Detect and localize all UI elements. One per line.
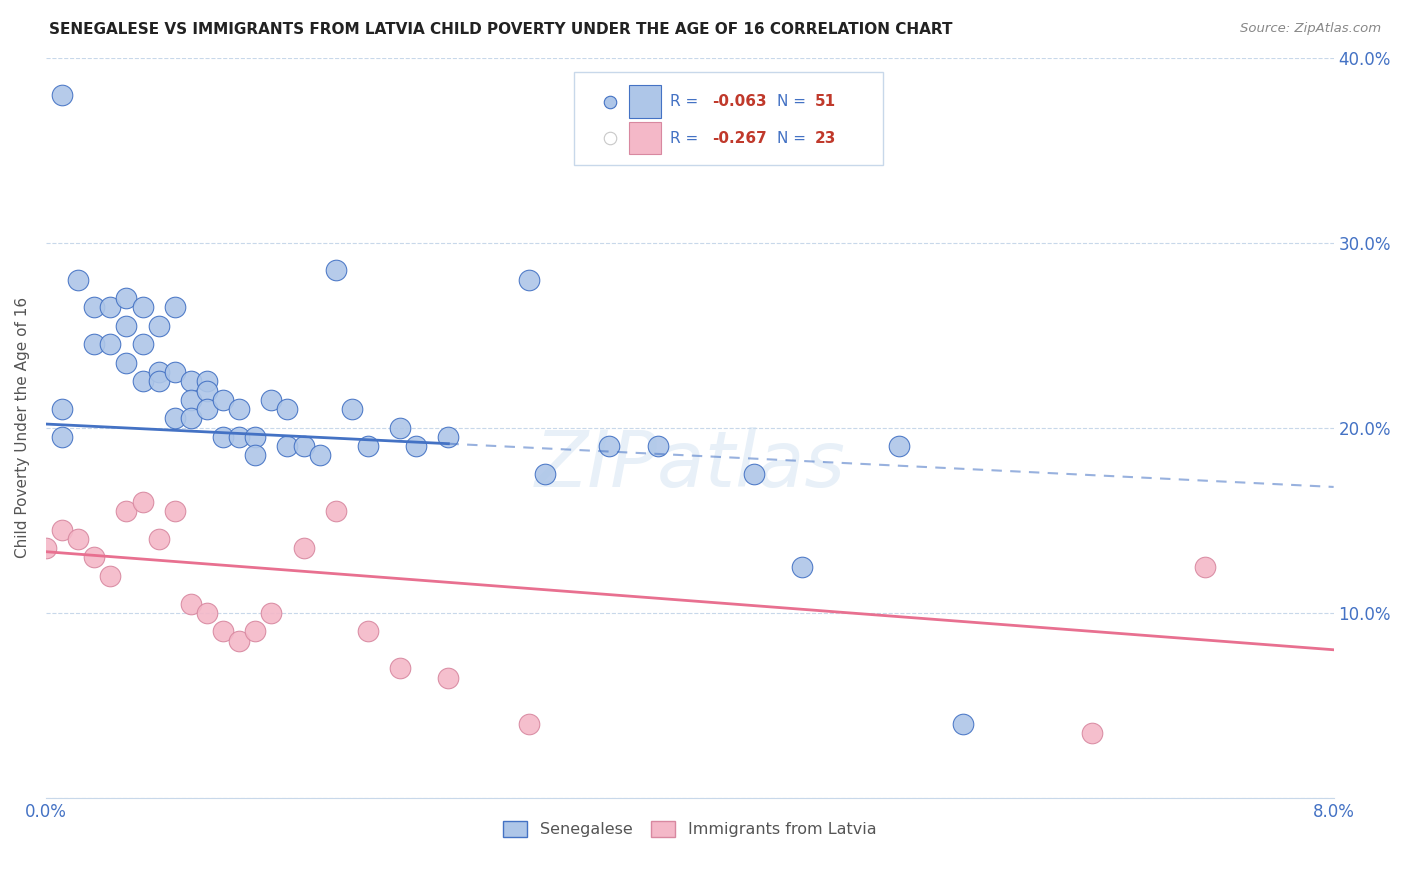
Point	[83, 337, 105, 351]
Point	[389, 661, 412, 675]
Point	[325, 504, 347, 518]
Point	[195, 375, 218, 389]
Point	[51, 402, 73, 417]
Point	[148, 375, 170, 389]
Point	[598, 439, 620, 453]
Bar	[630, 86, 661, 118]
Point	[308, 449, 330, 463]
Point	[1081, 726, 1104, 740]
Point	[276, 402, 298, 417]
Point	[292, 439, 315, 453]
Point	[260, 392, 283, 407]
Point	[180, 411, 202, 425]
Point	[340, 402, 363, 417]
Point	[98, 337, 121, 351]
Point	[148, 532, 170, 546]
Point	[228, 402, 250, 417]
Point	[245, 449, 267, 463]
Point	[131, 494, 153, 508]
Point	[51, 87, 73, 102]
Point	[180, 597, 202, 611]
Point	[163, 365, 186, 379]
Point	[163, 504, 186, 518]
Point	[389, 421, 412, 435]
Point	[260, 606, 283, 620]
Point	[98, 301, 121, 315]
Bar	[630, 122, 661, 154]
Text: Source: ZipAtlas.com: Source: ZipAtlas.com	[1240, 22, 1381, 36]
Point	[887, 439, 910, 453]
Point	[115, 356, 138, 370]
Point	[245, 430, 267, 444]
Text: N =: N =	[778, 95, 811, 109]
Point	[131, 337, 153, 351]
Text: -0.267: -0.267	[711, 130, 766, 145]
Point	[228, 633, 250, 648]
Text: R =: R =	[671, 130, 703, 145]
Point	[437, 671, 460, 685]
Text: 51: 51	[814, 95, 835, 109]
Point	[180, 375, 202, 389]
Point	[115, 318, 138, 333]
Point	[437, 430, 460, 444]
Point	[83, 550, 105, 565]
Point	[115, 291, 138, 305]
Point	[952, 716, 974, 731]
Point	[276, 439, 298, 453]
Point	[517, 716, 540, 731]
Point	[67, 532, 90, 546]
Point	[195, 606, 218, 620]
Point	[35, 541, 58, 555]
Point	[245, 624, 267, 639]
Point	[115, 504, 138, 518]
Point	[51, 430, 73, 444]
Point	[792, 559, 814, 574]
Point	[163, 411, 186, 425]
FancyBboxPatch shape	[574, 72, 883, 165]
Text: R =: R =	[671, 95, 703, 109]
Point	[131, 301, 153, 315]
Point	[1194, 559, 1216, 574]
Point	[742, 467, 765, 481]
Point	[180, 392, 202, 407]
Y-axis label: Child Poverty Under the Age of 16: Child Poverty Under the Age of 16	[15, 297, 30, 558]
Point	[163, 301, 186, 315]
Text: N =: N =	[778, 130, 811, 145]
Point	[534, 467, 557, 481]
Point	[148, 365, 170, 379]
Text: ZIPatlas: ZIPatlas	[534, 426, 845, 503]
Text: 23: 23	[814, 130, 837, 145]
Point	[647, 439, 669, 453]
Text: -0.063: -0.063	[711, 95, 766, 109]
Point	[98, 568, 121, 582]
Point	[405, 439, 427, 453]
Point	[228, 430, 250, 444]
Point	[51, 523, 73, 537]
Point	[357, 624, 380, 639]
Point	[195, 384, 218, 398]
Point	[517, 273, 540, 287]
Point	[325, 263, 347, 277]
Legend: Senegalese, Immigrants from Latvia: Senegalese, Immigrants from Latvia	[495, 813, 884, 846]
Point	[357, 439, 380, 453]
Point	[83, 301, 105, 315]
Point	[131, 375, 153, 389]
Point	[212, 430, 235, 444]
Text: SENEGALESE VS IMMIGRANTS FROM LATVIA CHILD POVERTY UNDER THE AGE OF 16 CORRELATI: SENEGALESE VS IMMIGRANTS FROM LATVIA CHI…	[49, 22, 953, 37]
Point	[148, 318, 170, 333]
Point	[212, 392, 235, 407]
Point	[67, 273, 90, 287]
Point	[292, 541, 315, 555]
Point	[212, 624, 235, 639]
Point	[195, 402, 218, 417]
